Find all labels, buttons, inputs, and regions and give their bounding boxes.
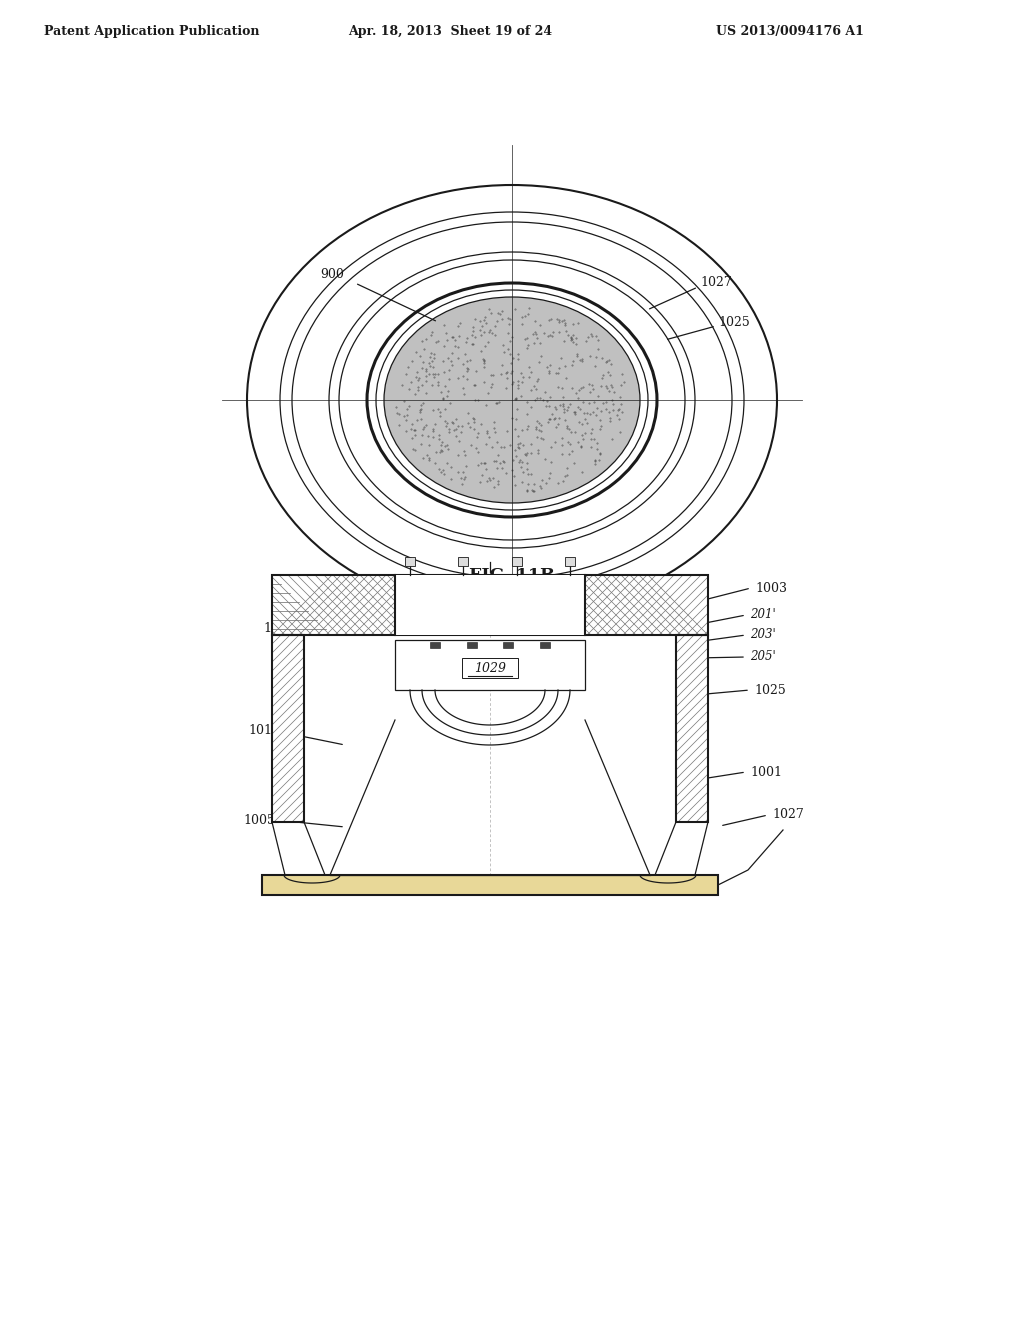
Text: 1027: 1027 <box>772 808 804 821</box>
Bar <box>272 635 304 822</box>
Bar <box>565 557 575 566</box>
Bar <box>395 576 585 635</box>
Bar <box>272 576 708 635</box>
Bar <box>467 642 477 648</box>
Text: Patent Application Publication: Patent Application Publication <box>44 25 260 38</box>
Ellipse shape <box>384 297 640 503</box>
Text: 1009: 1009 <box>270 595 302 609</box>
Bar <box>503 642 513 648</box>
Bar <box>676 635 708 822</box>
Text: US 2013/0094176 A1: US 2013/0094176 A1 <box>716 25 864 38</box>
Bar <box>262 875 718 895</box>
Text: 201': 201' <box>750 609 776 622</box>
Bar <box>540 642 550 648</box>
Bar <box>676 635 708 822</box>
Text: 1027: 1027 <box>700 276 732 289</box>
Text: 1029: 1029 <box>474 661 506 675</box>
Text: 900: 900 <box>321 268 344 281</box>
Bar <box>462 657 518 678</box>
Text: 1025: 1025 <box>718 315 750 329</box>
Text: Apr. 18, 2013  Sheet 19 of 24: Apr. 18, 2013 Sheet 19 of 24 <box>348 25 552 38</box>
Text: 203': 203' <box>750 628 776 642</box>
Text: FIG. 11C: FIG. 11C <box>447 876 532 894</box>
Text: 1007: 1007 <box>263 622 295 635</box>
Text: 1005: 1005 <box>243 813 275 826</box>
Bar <box>406 557 415 566</box>
Text: 1025: 1025 <box>754 684 785 697</box>
Bar <box>272 576 708 635</box>
Bar <box>458 557 468 566</box>
Bar <box>512 557 522 566</box>
Bar <box>272 635 304 822</box>
Bar <box>395 640 585 690</box>
Bar <box>430 642 440 648</box>
Text: FIG. 11B: FIG. 11B <box>469 566 555 583</box>
Text: 1003: 1003 <box>755 582 787 594</box>
Text: 1001: 1001 <box>750 766 782 779</box>
Text: 1015: 1015 <box>248 723 280 737</box>
Text: 205': 205' <box>750 651 776 664</box>
